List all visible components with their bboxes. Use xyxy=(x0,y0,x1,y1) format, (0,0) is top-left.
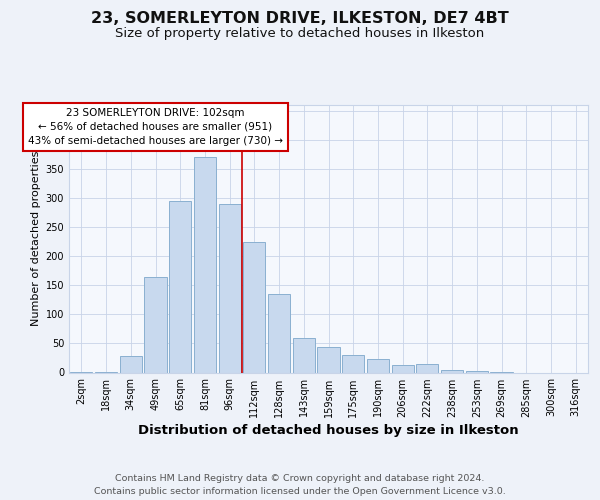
Bar xyxy=(169,201,191,372)
X-axis label: Distribution of detached houses by size in Ilkeston: Distribution of detached houses by size … xyxy=(138,424,519,437)
Bar xyxy=(194,158,216,372)
Bar xyxy=(342,355,364,372)
Bar xyxy=(243,242,265,372)
Bar xyxy=(145,276,167,372)
Bar xyxy=(293,338,315,372)
Bar xyxy=(317,348,340,372)
Text: Contains public sector information licensed under the Open Government Licence v3: Contains public sector information licen… xyxy=(94,487,506,496)
Bar xyxy=(466,371,488,372)
Text: 23 SOMERLEYTON DRIVE: 102sqm
← 56% of detached houses are smaller (951)
43% of s: 23 SOMERLEYTON DRIVE: 102sqm ← 56% of de… xyxy=(28,108,283,146)
Bar xyxy=(392,365,414,372)
Text: 23, SOMERLEYTON DRIVE, ILKESTON, DE7 4BT: 23, SOMERLEYTON DRIVE, ILKESTON, DE7 4BT xyxy=(91,11,509,26)
Text: Contains HM Land Registry data © Crown copyright and database right 2024.: Contains HM Land Registry data © Crown c… xyxy=(115,474,485,483)
Bar xyxy=(119,356,142,372)
Bar xyxy=(218,204,241,372)
Bar xyxy=(367,359,389,372)
Bar xyxy=(268,294,290,372)
Bar xyxy=(441,370,463,372)
Y-axis label: Number of detached properties: Number of detached properties xyxy=(31,151,41,326)
Text: Size of property relative to detached houses in Ilkeston: Size of property relative to detached ho… xyxy=(115,27,485,40)
Bar xyxy=(416,364,439,372)
